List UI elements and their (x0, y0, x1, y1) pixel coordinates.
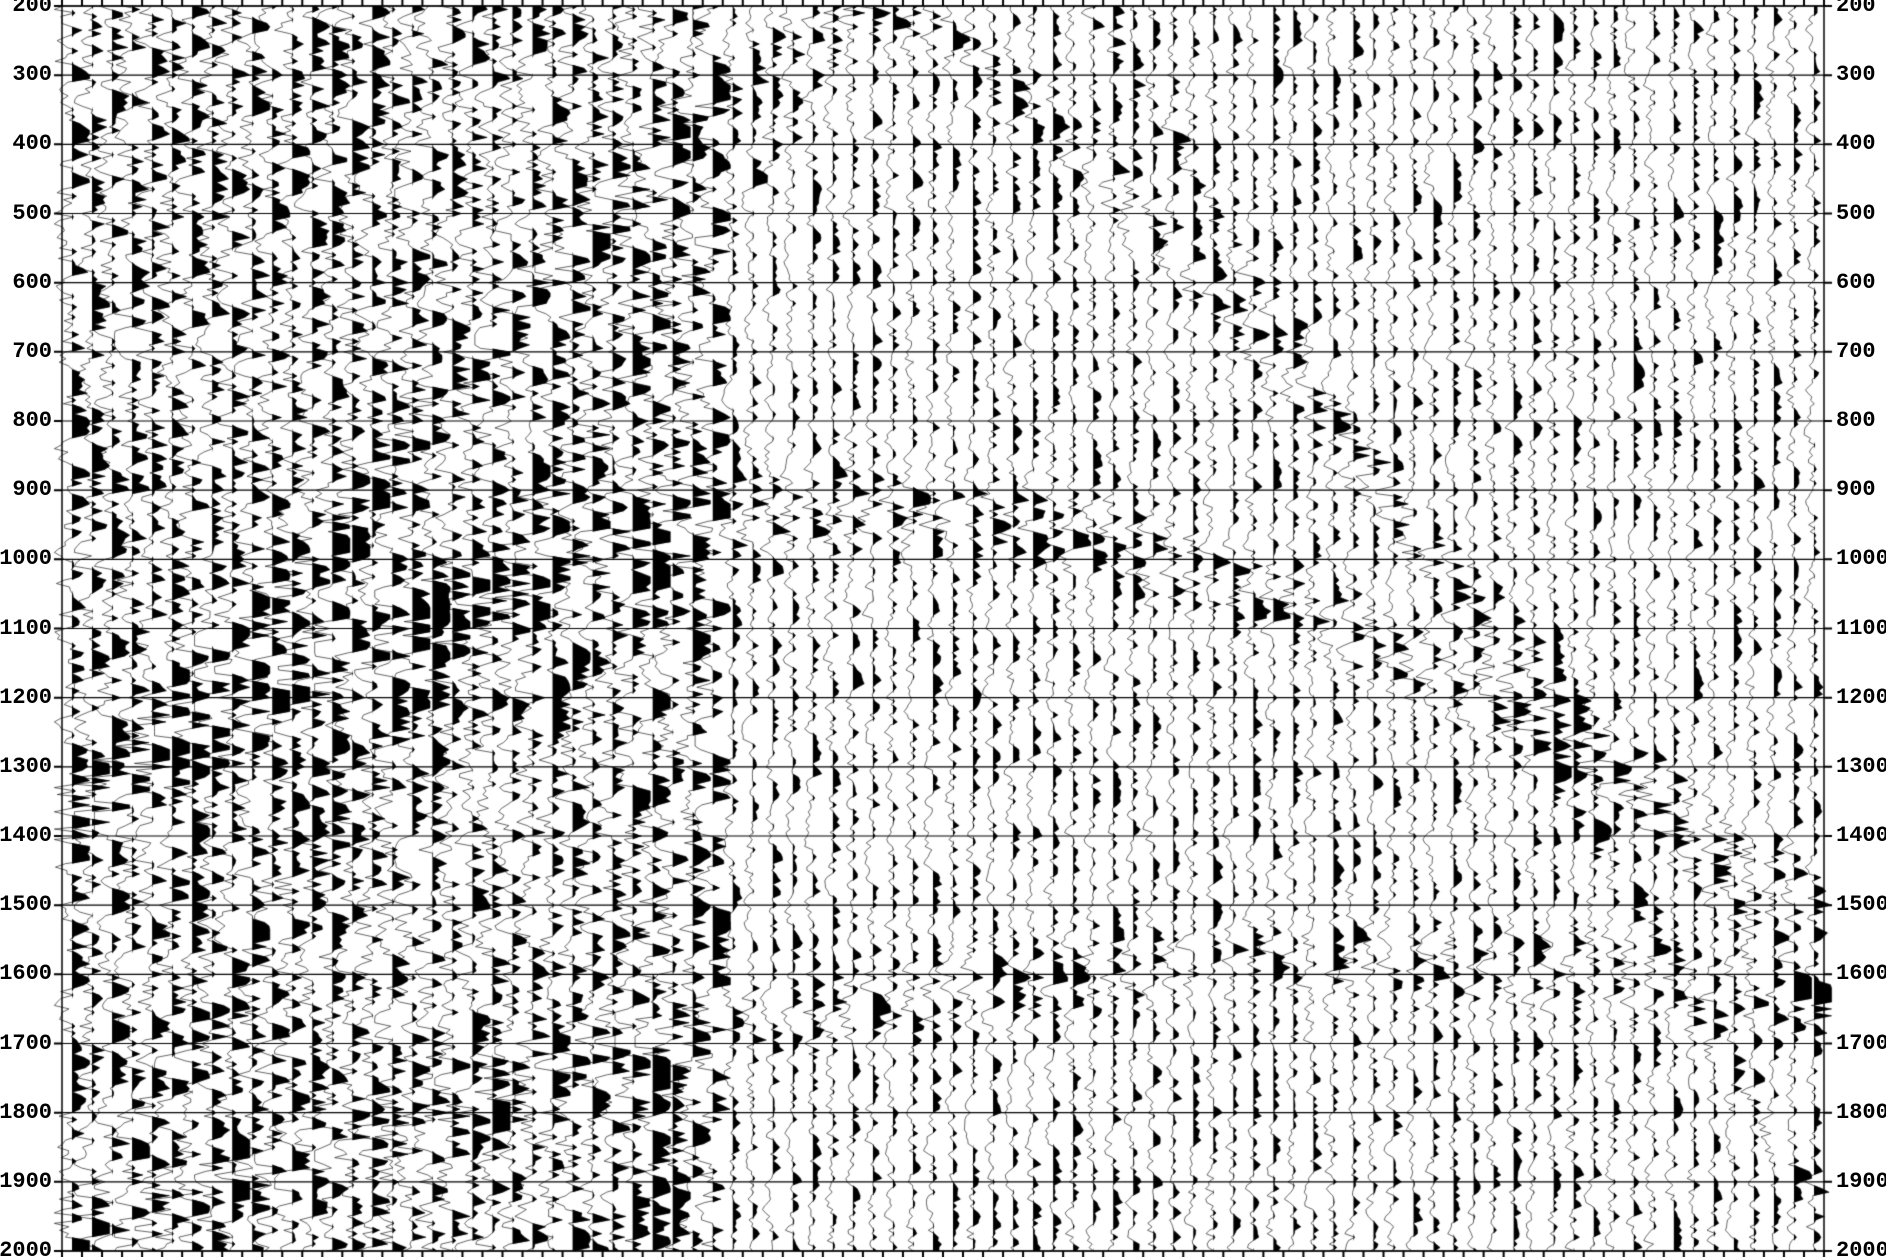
y-axis-label-right: 300 (1836, 64, 1876, 86)
y-axis-label-right: 1500 (1836, 894, 1886, 916)
seismic-wiggle-plot: 200 200 300 300 400 400 500 500 600 600 700 700 800 8… (0, 0, 1886, 1257)
y-axis-label-right: 400 (1836, 133, 1876, 155)
y-axis-label-right: 600 (1836, 272, 1876, 294)
y-axis-label-left: 200 (12, 0, 52, 17)
y-axis-label-right: 1900 (1836, 1171, 1886, 1193)
y-axis-label-left: 2000 (0, 1240, 52, 1257)
y-axis-label-left: 1000 (0, 548, 52, 570)
y-axis-label-left: 1900 (0, 1171, 52, 1193)
y-axis-label-right: 1000 (1836, 548, 1886, 570)
plot-canvas (0, 0, 1886, 1257)
y-axis-label-right: 2000 (1836, 1240, 1886, 1257)
y-axis-label-left: 400 (12, 133, 52, 155)
y-axis-label-right: 1800 (1836, 1102, 1886, 1124)
y-axis-label-right: 1400 (1836, 825, 1886, 847)
y-axis-label-right: 1200 (1836, 687, 1886, 709)
y-axis-label-left: 1800 (0, 1102, 52, 1124)
y-axis-label-right: 1100 (1836, 618, 1886, 640)
y-axis-label-left: 500 (12, 203, 52, 225)
y-axis-label-left: 1200 (0, 687, 52, 709)
y-axis-label-left: 900 (12, 479, 52, 501)
y-axis-label-left: 700 (12, 341, 52, 363)
y-axis-label-left: 1500 (0, 894, 52, 916)
y-axis-label-right: 200 (1836, 0, 1876, 17)
y-axis-label-right: 800 (1836, 410, 1876, 432)
y-axis-label-left: 600 (12, 272, 52, 294)
y-axis-label-left: 1400 (0, 825, 52, 847)
y-axis-label-right: 1300 (1836, 756, 1886, 778)
y-axis-label-right: 500 (1836, 203, 1876, 225)
y-axis-label-left: 300 (12, 64, 52, 86)
y-axis-label-right: 700 (1836, 341, 1876, 363)
y-axis-label-right: 900 (1836, 479, 1876, 501)
y-axis-label-left: 1600 (0, 963, 52, 985)
y-axis-label-left: 1300 (0, 756, 52, 778)
y-axis-label-right: 1700 (1836, 1033, 1886, 1055)
y-axis-label-left: 800 (12, 410, 52, 432)
y-axis-label-right: 1600 (1836, 963, 1886, 985)
y-axis-label-left: 1700 (0, 1033, 52, 1055)
y-axis-label-left: 1100 (0, 618, 52, 640)
